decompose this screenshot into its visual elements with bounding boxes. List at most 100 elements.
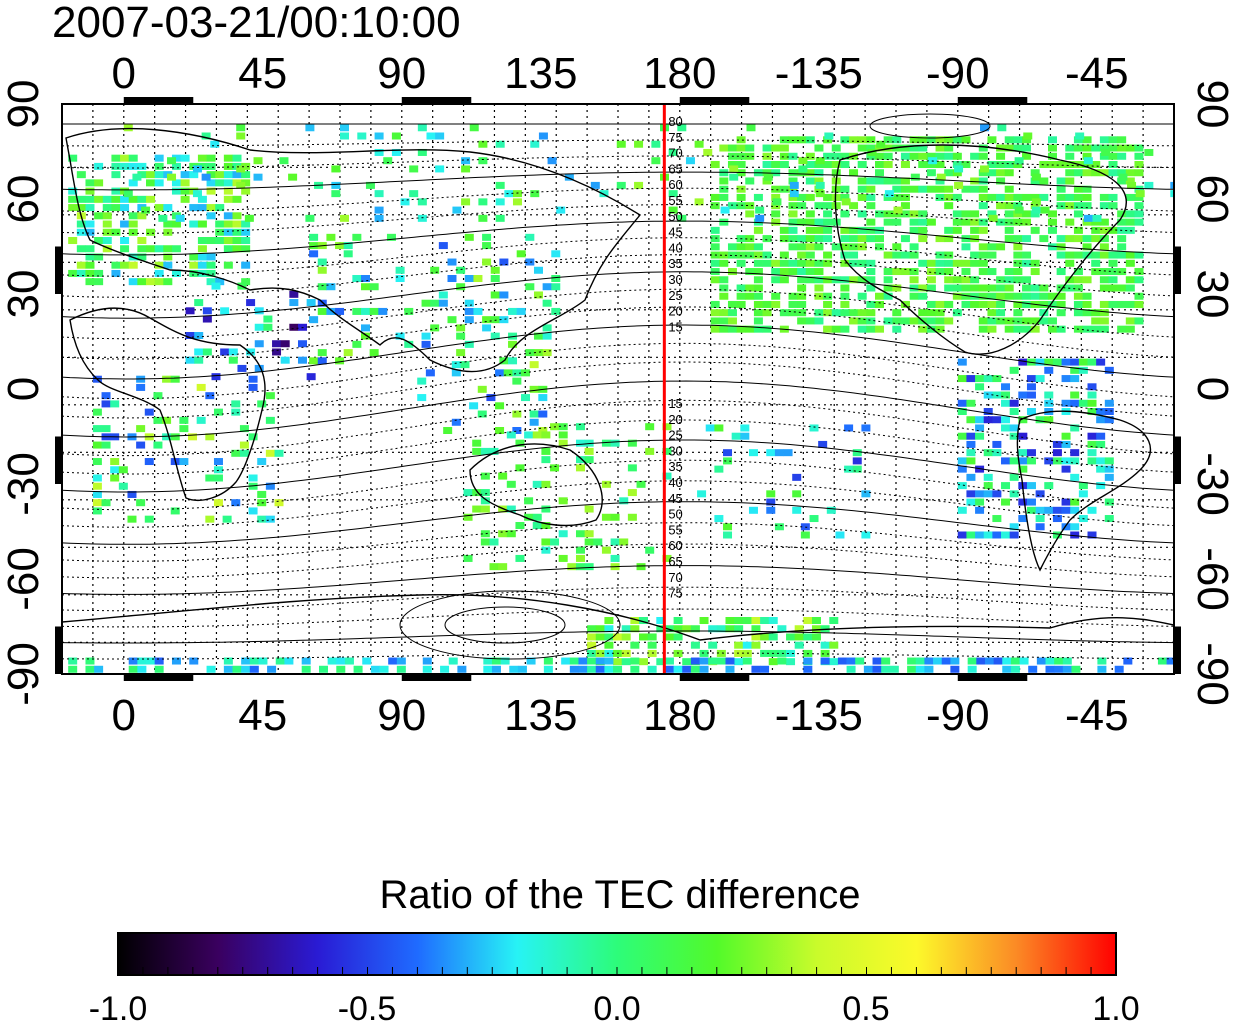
tec-data-cell <box>253 157 263 165</box>
tec-data-cell <box>838 674 847 681</box>
tec-data-cell <box>1070 523 1080 531</box>
tec-data-cell <box>935 185 945 193</box>
coastline-australia <box>469 443 603 527</box>
tec-data-cell <box>1127 181 1137 189</box>
tec-data-cell <box>378 307 388 315</box>
tec-data-cell <box>952 169 962 177</box>
tec-data-cell <box>1104 498 1114 506</box>
tec-data-cell <box>1096 416 1106 424</box>
contour-label: 55 <box>668 193 682 208</box>
tec-data-cell <box>185 307 195 315</box>
tec-data-cell <box>760 633 770 641</box>
tec-data-cell <box>1014 157 1024 165</box>
lat-tick-label-right: 90 <box>1188 80 1237 129</box>
tec-data-cell <box>1061 375 1071 383</box>
tec-data-cell <box>206 665 216 673</box>
tec-data-cell <box>1009 432 1019 440</box>
tec-data-cell <box>753 259 763 267</box>
tec-data-cell <box>146 171 156 179</box>
tec-data-cell <box>391 148 401 156</box>
tec-data-cell <box>723 457 733 465</box>
tec-data-cell <box>935 309 945 317</box>
tec-data-cell <box>232 245 242 253</box>
tec-data-cell <box>1125 325 1135 333</box>
tec-data-cell <box>970 284 980 292</box>
tec-data-cell <box>153 416 163 424</box>
lat-tick-label-right: -60 <box>1188 547 1237 611</box>
tec-data-cell <box>542 299 552 307</box>
contour-line <box>62 586 1174 612</box>
tec-data-cell <box>1063 674 1072 681</box>
lat-tick-label-left: -60 <box>0 547 48 611</box>
tec-data-cell <box>417 214 427 222</box>
tec-data-cell <box>575 546 585 554</box>
tec-data-cell <box>456 266 466 274</box>
tec-data-cell <box>760 617 770 624</box>
contour-line <box>62 187 1174 213</box>
tec-data-cell <box>727 243 737 251</box>
tec-data-cell <box>805 161 815 168</box>
tec-data-cell <box>541 447 551 455</box>
tec-data-cell <box>189 261 199 269</box>
colorbar-ticks <box>142 967 1092 975</box>
tec-data-cell <box>847 674 856 681</box>
tec-data-cell <box>1099 169 1109 177</box>
tec-data-cell <box>760 665 770 673</box>
tec-data-cell <box>907 657 917 665</box>
tec-data-cell <box>866 268 876 276</box>
tec-data-cell <box>1013 309 1023 317</box>
tec-data-cell <box>941 657 951 665</box>
tec-data-cell <box>1091 309 1101 317</box>
tec-data-cell <box>102 245 112 253</box>
tec-data-cell <box>94 212 104 220</box>
tec-data-cell <box>840 193 850 201</box>
tec-data-cell <box>267 674 276 681</box>
tec-data-cell <box>197 195 207 203</box>
tec-data-cell <box>179 458 189 466</box>
tec-data-cell <box>1099 193 1109 201</box>
tec-data-cell <box>1117 325 1127 333</box>
tec-data-cell <box>189 269 199 277</box>
tec-data-cell <box>619 497 629 505</box>
tec-data-cell <box>815 157 825 165</box>
tec-data-cell <box>241 657 251 665</box>
tec-data-cell <box>1031 198 1041 206</box>
tec-data-cell <box>506 505 516 513</box>
tec-data-cell <box>515 439 525 447</box>
tec-data-cell <box>926 218 936 226</box>
tec-data-cell <box>935 136 945 144</box>
tec-data-cell <box>404 307 414 315</box>
tec-data-cell <box>863 665 873 673</box>
tec-data-cell <box>1134 169 1144 177</box>
tec-data-cell <box>892 243 902 251</box>
tec-data-cell <box>551 307 561 315</box>
tec-data-cell <box>1065 152 1075 160</box>
tec-data-cell <box>1096 482 1106 490</box>
tec-data-cell <box>1087 506 1097 514</box>
tec-data-cell <box>710 202 720 210</box>
lon-tick-label-top: 180 <box>643 49 716 98</box>
tec-data-cell <box>1096 432 1106 440</box>
tec-data-cell <box>725 657 735 665</box>
contour-label: 50 <box>668 507 682 522</box>
tec-data-cell <box>1134 161 1144 168</box>
tec-data-cell <box>656 625 666 633</box>
tec-data-cell <box>361 324 371 332</box>
tec-data-cell <box>1099 218 1109 226</box>
tec-data-cell <box>1170 190 1174 198</box>
tec-data-cell <box>228 356 238 364</box>
tec-data-cell <box>831 193 841 201</box>
tec-data-cell <box>786 658 796 666</box>
tec-data-cell <box>1056 251 1066 259</box>
tec-data-cell <box>575 439 585 447</box>
tec-data-cell <box>1054 657 1064 665</box>
tec-data-cell <box>805 177 815 185</box>
tec-data-cell <box>745 144 755 152</box>
tec-data-cell <box>734 641 744 649</box>
tec-data-cell <box>1030 268 1040 276</box>
tec-data-cell <box>525 258 535 266</box>
tec-data-cell <box>829 641 839 649</box>
tec-data-cell <box>246 348 256 356</box>
tec-data-cell <box>146 195 156 203</box>
tec-data-cell <box>957 457 967 465</box>
